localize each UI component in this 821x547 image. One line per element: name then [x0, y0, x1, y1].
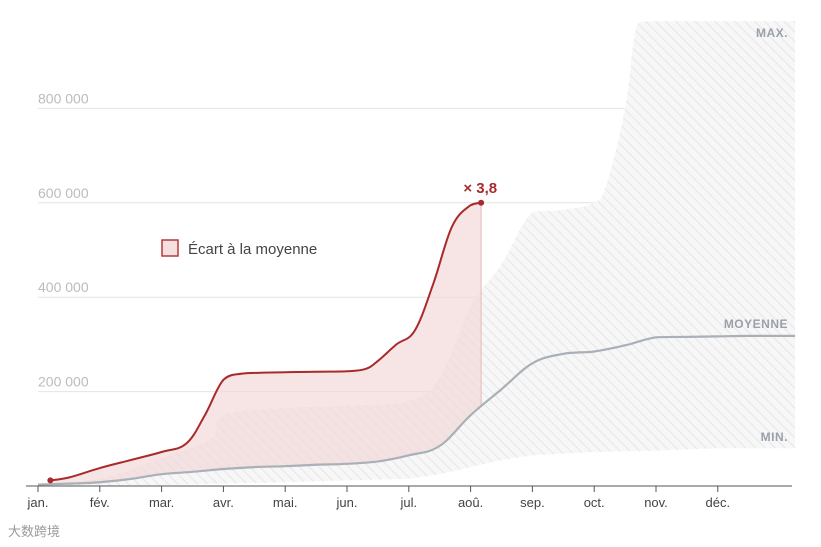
x-tick-label: jan.	[27, 495, 49, 510]
moyenne-label: MOYENNE	[724, 317, 788, 331]
x-tick-label: avr.	[213, 495, 234, 510]
x-tick-label: aoû.	[458, 495, 483, 510]
x-tick-label: mai.	[273, 495, 298, 510]
x-tick-label: sep.	[520, 495, 545, 510]
series-lines	[37, 199, 796, 486]
gap-fill	[50, 202, 482, 485]
y-axis-labels: 200 000 400 000 600 000 800 000	[38, 90, 89, 389]
y-tick-label: 200 000	[38, 374, 89, 390]
max-label: MAX.	[756, 26, 788, 40]
start-point	[47, 477, 54, 484]
x-tick-label: jul.	[399, 495, 417, 510]
current-line	[50, 201, 482, 482]
x-tick-label: jun.	[336, 495, 358, 510]
x-tick-label: oct.	[584, 495, 605, 510]
band-labels: MAX. MOYENNE MIN.	[724, 26, 788, 444]
legend-label: Écart à la moyenne	[188, 241, 317, 258]
watermark: 大数跨境	[8, 525, 61, 540]
y-tick-label: 800 000	[38, 90, 89, 106]
y-tick-label: 400 000	[38, 279, 89, 295]
min-max-area	[38, 21, 796, 487]
x-tick-label: fév.	[90, 495, 110, 510]
min-label: MIN.	[761, 430, 788, 444]
ratio-annotation: × 3,8	[463, 180, 497, 197]
x-tick-label: déc.	[706, 495, 731, 510]
x-tick-label: mar.	[149, 495, 174, 510]
legend: Écart à la moyenne	[161, 239, 317, 258]
x-tick-label: nov.	[644, 495, 668, 510]
min-max-band	[38, 21, 796, 487]
legend-swatch	[161, 239, 179, 257]
y-tick-label: 600 000	[38, 185, 89, 201]
x-axis: jan. fév. mar. avr. mai. jun. jul. aoû. sep. oct.…	[26, 485, 792, 510]
end-point	[478, 199, 485, 206]
moyenne-line	[37, 334, 796, 486]
gap-area	[50, 202, 482, 485]
annotation: × 3,8	[463, 180, 497, 197]
